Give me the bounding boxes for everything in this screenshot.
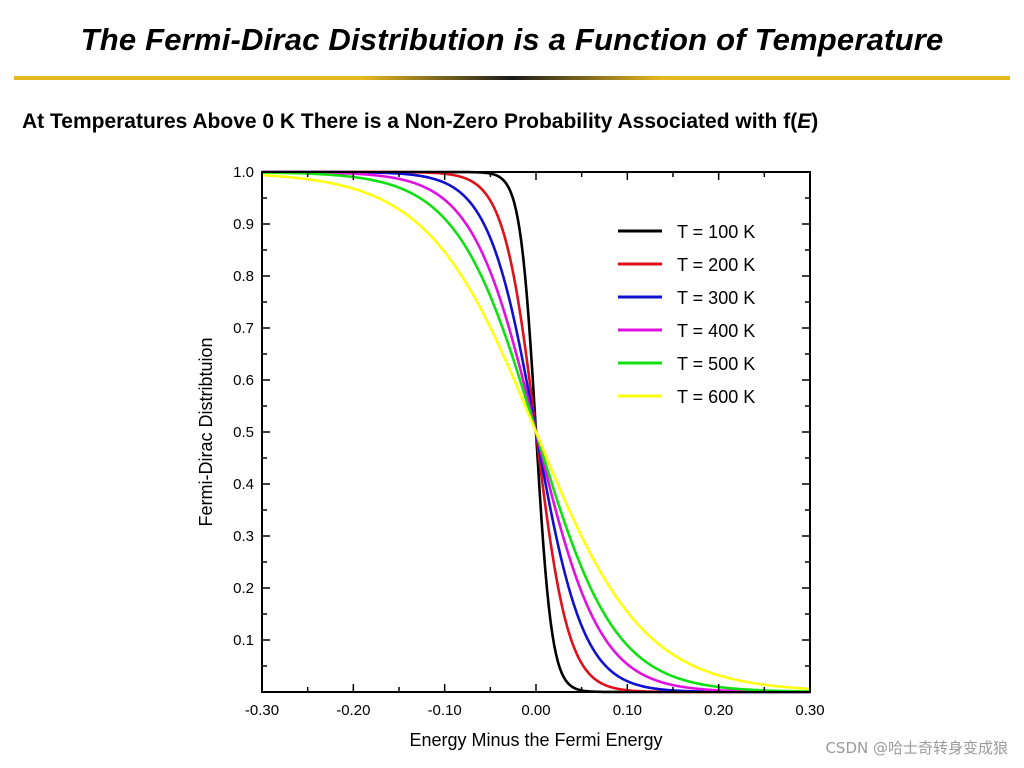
y-tick-label: 0.1 <box>233 632 254 649</box>
y-tick-label: 0.8 <box>233 268 254 285</box>
y-tick-label: 0.7 <box>233 320 254 337</box>
title-underline <box>14 76 1010 80</box>
legend: T = 100 K T = 200 K T = 300 K T = 400 K T = … <box>618 222 755 407</box>
y-tick-label: 0.3 <box>233 528 254 545</box>
x-tick-label: 0.30 <box>795 702 824 719</box>
y-axis-label: Fermi-Dirac Distribtuion <box>196 337 216 526</box>
subtitle-end: ) <box>811 110 819 133</box>
watermark: CSDN @哈士奇转身变成狼 <box>825 739 1008 757</box>
slide-subtitle: At Temperatures Above 0 K There is a Non… <box>22 110 818 134</box>
y-tick-label: 0.2 <box>233 580 254 597</box>
slide-title: The Fermi-Dirac Distribution is a Functi… <box>80 22 944 57</box>
x-tick-label: -0.30 <box>245 702 279 719</box>
y-tick-label: 0.5 <box>233 424 254 441</box>
y-tick-label: 0.4 <box>233 476 254 493</box>
y-tick-label: 0.9 <box>233 216 254 233</box>
x-tick-label: 0.20 <box>704 702 733 719</box>
legend-label: T = 300 K <box>677 288 755 308</box>
legend-label: T = 400 K <box>677 321 755 341</box>
legend-label: T = 500 K <box>677 354 755 374</box>
series-layer <box>261 170 811 694</box>
x-tick-label: 0.10 <box>613 702 642 719</box>
legend-label: T = 200 K <box>677 255 755 275</box>
subtitle-variable: E <box>797 110 812 133</box>
tick-layer: -0.30 -0.20 -0.10 0.00 0.10 0.20 0.30 0.1 0.2 0.3… <box>233 164 824 719</box>
subtitle-main: At Temperatures Above 0 K There is a Non… <box>22 110 798 133</box>
y-tick-label: 0.6 <box>233 372 254 389</box>
x-axis-label: Energy Minus the Fermi Energy <box>409 730 662 750</box>
y-tick-label: 1.0 <box>233 164 254 181</box>
series-line-6 <box>261 173 811 691</box>
x-tick-label: -0.20 <box>336 702 370 719</box>
x-tick-label: 0.00 <box>521 702 550 719</box>
x-tick-label: -0.10 <box>428 702 462 719</box>
legend-label: T = 100 K <box>677 222 755 242</box>
legend-label: T = 600 K <box>677 387 755 407</box>
